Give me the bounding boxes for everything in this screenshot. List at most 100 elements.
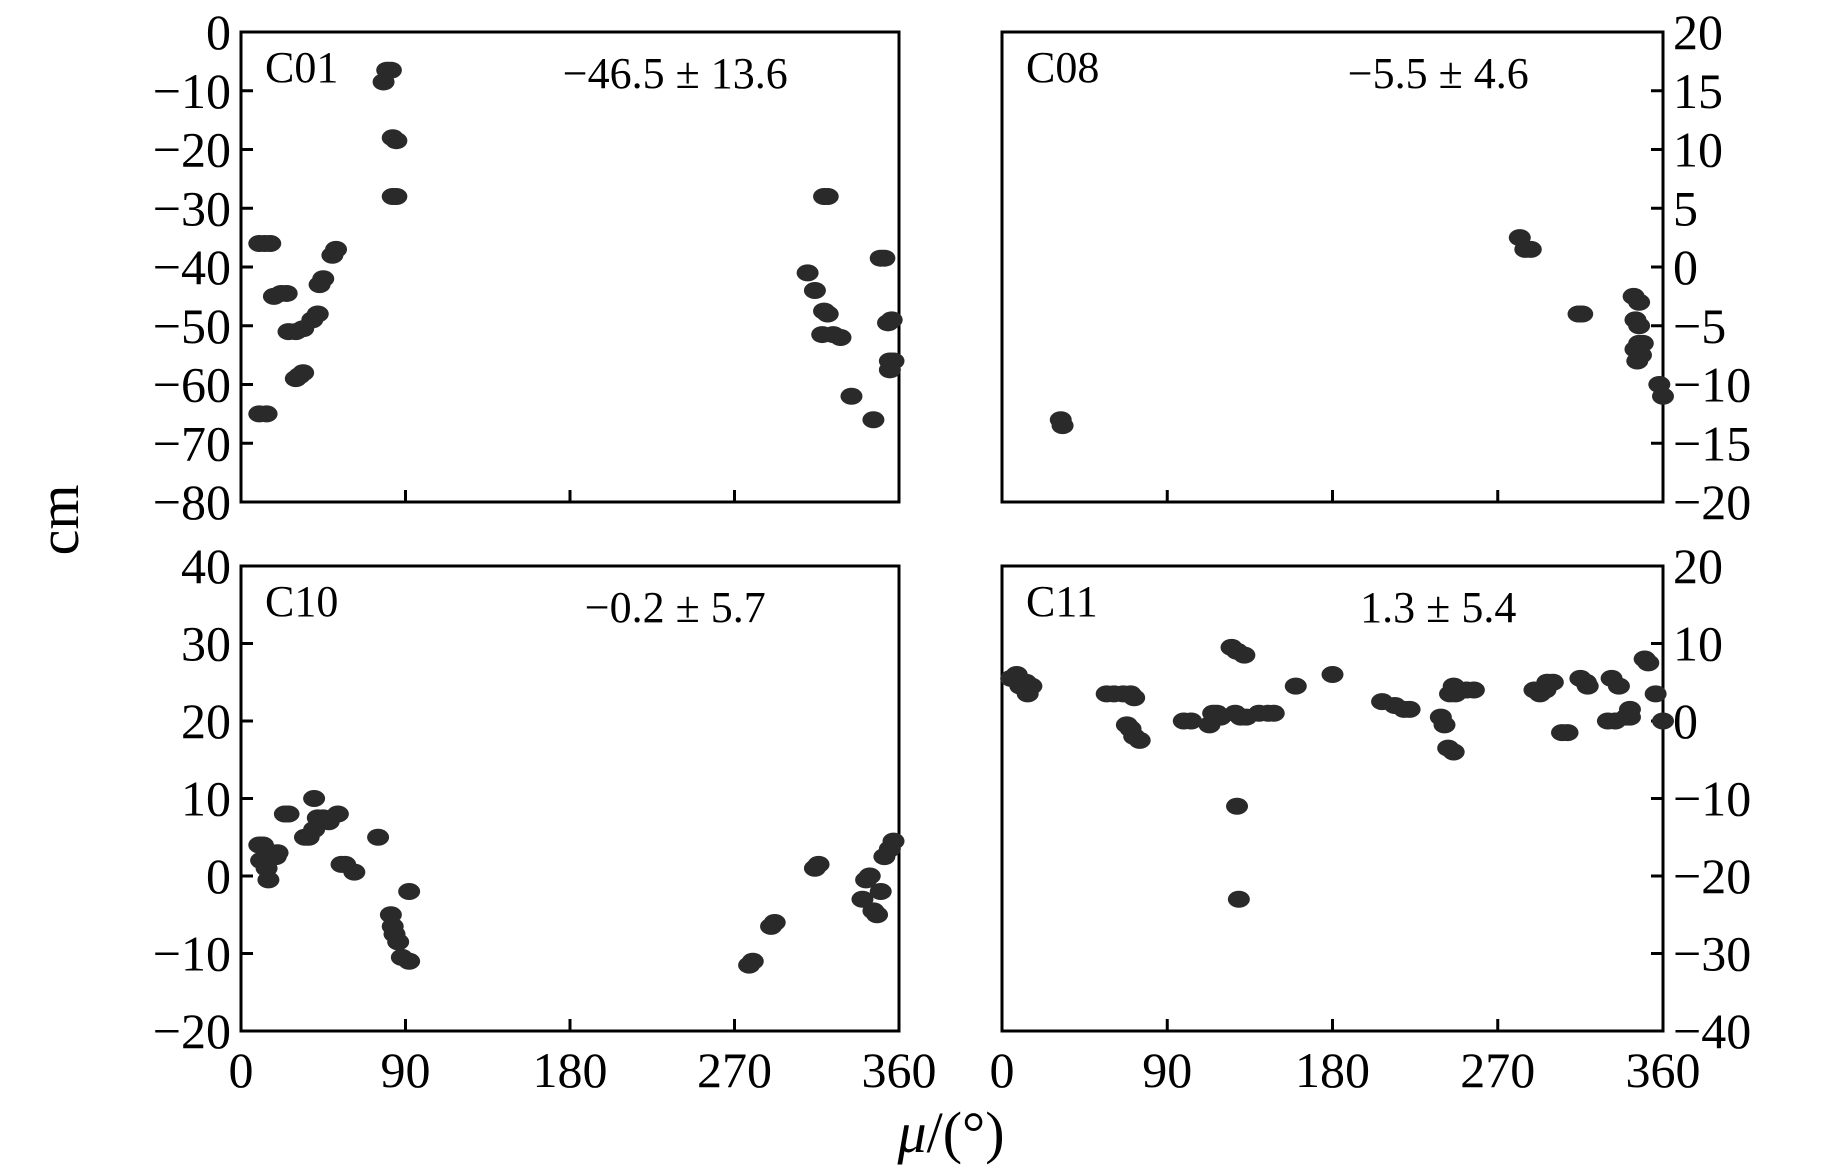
y-tick-label: 20: [181, 693, 231, 749]
data-point: [259, 235, 282, 252]
panel-title: C01: [265, 43, 338, 92]
data-point: [1626, 352, 1649, 370]
data-point: [303, 790, 326, 807]
data-points: [248, 61, 905, 429]
data-point: [1226, 797, 1249, 815]
data-point: [1519, 240, 1542, 258]
data-point: [1618, 700, 1641, 718]
panel-c11: 0 90 180 270 360 20 10 0 −10 −20 −30 −40 C11 1.3 ± 5.…: [990, 538, 1752, 1098]
data-point: [796, 264, 819, 282]
y-tick-label: −50: [153, 298, 231, 354]
x-tick-label: 360: [1626, 1042, 1701, 1098]
data-point: [1541, 673, 1564, 691]
y-tick-label: 30: [181, 616, 231, 672]
y-tick-label: 10: [181, 771, 231, 827]
data-point: [1652, 387, 1674, 405]
data-point: [1607, 677, 1630, 695]
data-point: [367, 828, 390, 846]
y-tick-label: 0: [206, 848, 231, 904]
y-tick-label: −70: [153, 415, 231, 471]
data-point: [1556, 724, 1579, 742]
panel-c10: 0 90 180 270 360 40 30 20 10 0 −10 −20 C10 −0.2 ± 5.7: [153, 538, 937, 1098]
y-tick-label: 0: [1673, 693, 1698, 749]
data-point: [1123, 689, 1146, 707]
y-tick-label: 20: [1673, 4, 1723, 60]
x-tick-label: 180: [533, 1042, 608, 1098]
data-point: [1321, 666, 1344, 683]
data-point: [1637, 654, 1660, 672]
data-point: [741, 952, 764, 970]
y-tick-label: 40: [181, 538, 231, 594]
x-tick-label: 0: [229, 1042, 254, 1098]
data-point: [763, 914, 786, 931]
data-point: [1227, 890, 1250, 908]
data-point: [807, 855, 830, 873]
data-point: [1644, 685, 1667, 703]
data-points: [248, 790, 905, 974]
x-axis-label-symbol: μ: [896, 1100, 926, 1165]
data-point: [880, 311, 903, 329]
y-tick-label: −30: [1673, 926, 1751, 982]
data-point: [1051, 417, 1074, 435]
data-point: [878, 361, 901, 379]
data-point: [803, 282, 826, 299]
y-tick-label: 20: [1673, 538, 1723, 594]
y-tick-label: 15: [1673, 63, 1723, 119]
x-tick-label: 270: [697, 1042, 772, 1098]
y-tick-label: −30: [153, 180, 231, 236]
data-point: [1628, 317, 1651, 335]
y-tick-label: −80: [153, 474, 231, 530]
data-point: [1462, 681, 1485, 699]
data-point: [306, 305, 329, 323]
y-tick-label: −10: [1673, 357, 1751, 413]
y-tick-label: −10: [1673, 771, 1751, 827]
data-point: [326, 805, 349, 823]
data-point: [1233, 646, 1256, 664]
y-tick-label: 0: [1673, 239, 1698, 295]
data-point: [312, 270, 335, 288]
data-point: [398, 952, 421, 970]
panel-title: C08: [1026, 43, 1099, 92]
y-tick-label: −20: [153, 1003, 231, 1059]
panel-statistic: −5.5 ± 4.6: [1348, 49, 1529, 98]
x-axis-label: μ/(°): [896, 1100, 1004, 1165]
data-point: [257, 871, 280, 889]
data-point: [275, 284, 298, 302]
data-point: [873, 249, 896, 267]
panel-statistic: 1.3 ± 5.4: [1360, 583, 1516, 632]
y-tick-label: −5: [1673, 298, 1726, 354]
data-point: [1571, 305, 1594, 323]
data-point: [862, 411, 885, 429]
x-tick-label: 0: [990, 1042, 1015, 1098]
y-tick-label: −40: [153, 239, 231, 295]
panel-statistic: −46.5 ± 13.6: [563, 49, 788, 98]
data-point: [1628, 293, 1651, 311]
panel-statistic: −0.2 ± 5.7: [585, 583, 766, 632]
plot-frame: [1000, 30, 1665, 504]
y-tick-label: −15: [1673, 415, 1751, 471]
y-tick-label: −10: [153, 926, 231, 982]
panel-title: C10: [265, 577, 338, 626]
data-point: [1128, 731, 1151, 749]
x-tick-label: 90: [1142, 1042, 1192, 1098]
panel-c01: 0−10−20−30−40−50−60−70−80 C01 −46.5 ± 13.6: [153, 4, 905, 530]
y-tick-label: −10: [153, 63, 231, 119]
data-point: [387, 933, 410, 951]
data-point: [277, 805, 300, 823]
plot-frame: [239, 564, 901, 1033]
x-axis-label-unit: /(°): [927, 1100, 1005, 1165]
data-point: [1262, 704, 1285, 722]
y-tick-label: −40: [1673, 1003, 1751, 1059]
data-points: [1049, 229, 1674, 435]
data-point: [869, 883, 892, 900]
x-tick-label: 90: [381, 1042, 431, 1098]
data-point: [829, 329, 852, 346]
data-point: [882, 832, 905, 850]
data-point: [1180, 712, 1203, 730]
data-point: [1020, 677, 1043, 695]
y-tick-label: −20: [1673, 474, 1751, 530]
y-tick-label: 0: [206, 4, 231, 60]
data-point: [840, 387, 863, 405]
data-point: [1652, 712, 1674, 730]
